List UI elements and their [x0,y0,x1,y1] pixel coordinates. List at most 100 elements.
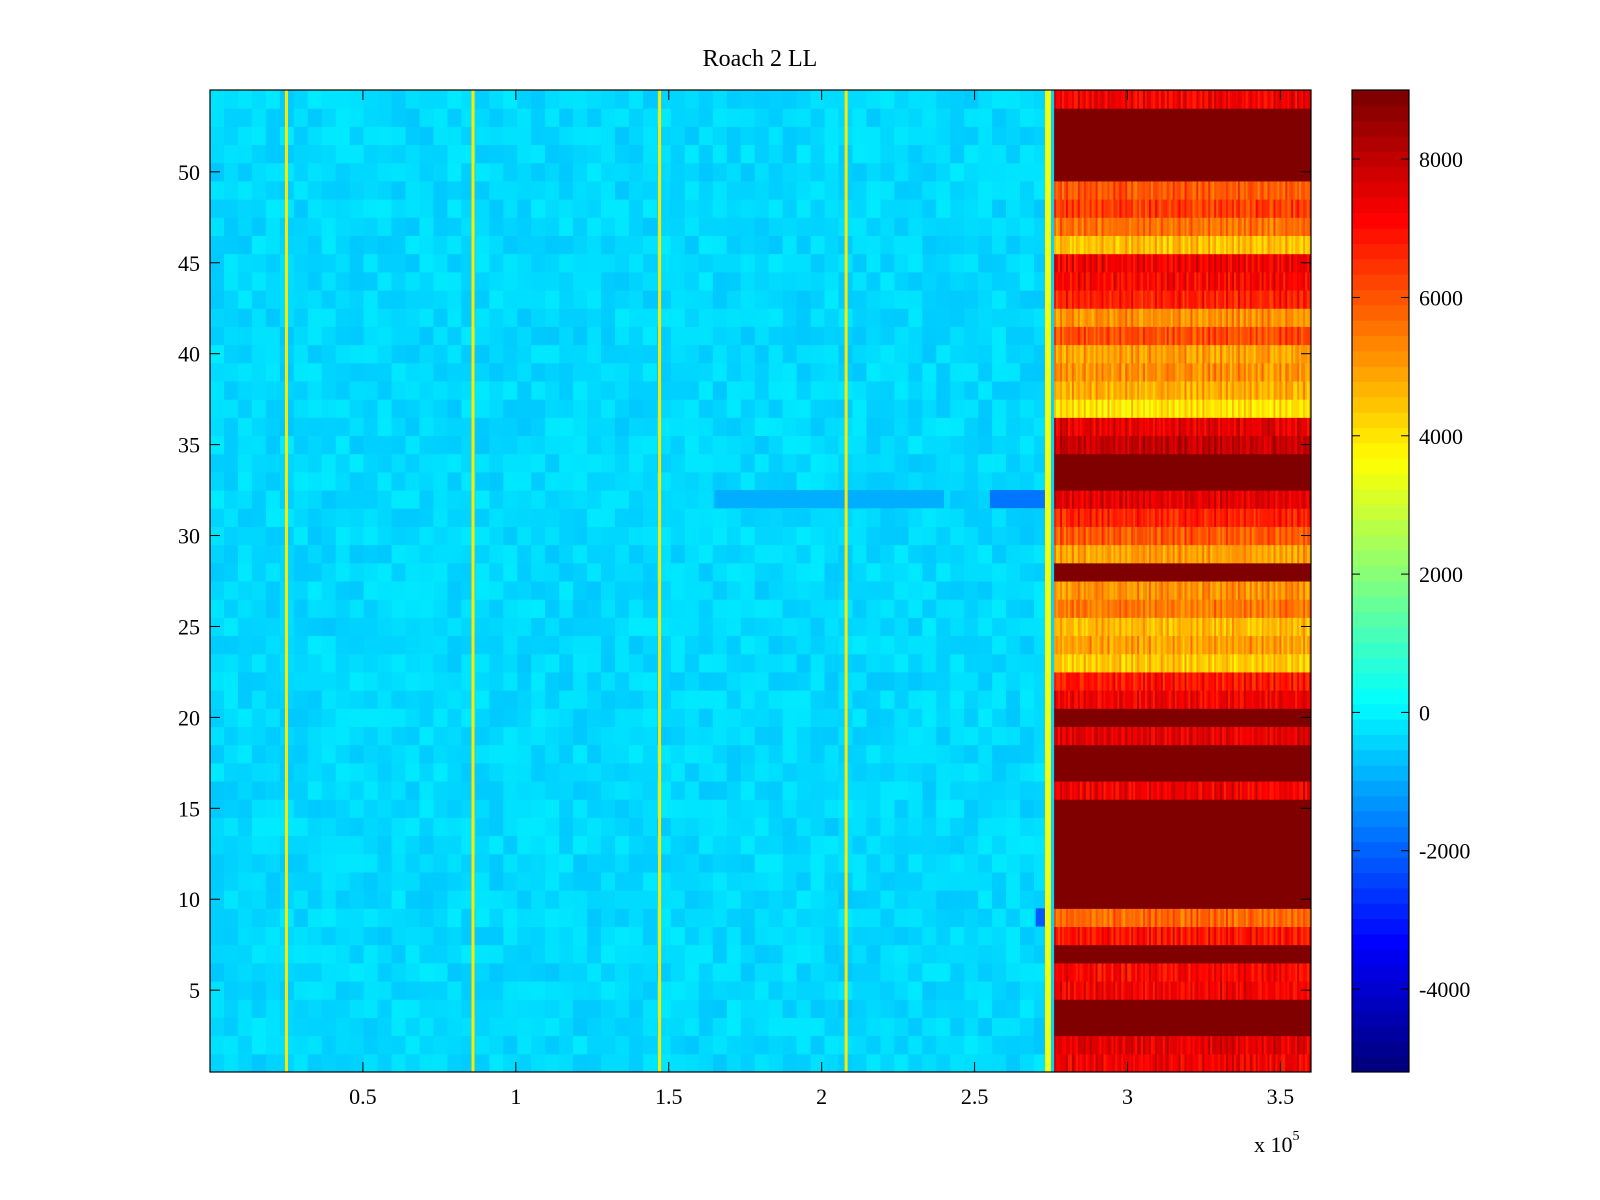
heatmap-cell [587,1017,602,1037]
heatmap-cell [1190,926,1193,946]
heatmap-cell [1091,908,1095,928]
heatmap-cell [1275,962,1278,982]
heatmap-cell [1097,944,1100,964]
heatmap-cell [1281,1053,1284,1072]
heatmap-cell [1054,835,1057,855]
heatmap-cell [321,926,337,946]
heatmap-cell [796,508,812,527]
heatmap-cell [265,762,281,782]
heatmap-cell [1303,999,1306,1018]
heatmap-cell [1168,999,1172,1018]
heatmap-cell [1307,853,1310,873]
heatmap-cell [698,853,714,873]
heatmap-cell [377,544,393,564]
heatmap-cell [964,217,979,236]
heatmap-cell [1265,962,1268,982]
heatmap-cell [1164,817,1168,837]
heatmap-cell [1174,999,1178,1018]
heatmap-cell [1129,926,1132,946]
heatmap-cell [698,162,714,182]
heatmap-cell [964,981,979,1000]
heatmap-cell [670,162,686,182]
heatmap-cell [503,708,518,727]
heatmap-cell [978,308,993,327]
heatmap-cell [1255,908,1259,928]
heatmap-cell [531,326,546,346]
heatmap-cell [1176,999,1179,1018]
heatmap-cell [642,490,658,509]
heatmap-cell [684,126,700,146]
heatmap-cell [489,199,504,218]
heatmap-cell [978,544,993,564]
heatmap-cell [628,962,644,982]
heatmap-cell [698,417,714,437]
heatmap-cell [321,835,337,855]
heatmap-cell [265,617,281,637]
heatmap-cell [964,180,979,200]
heatmap-cell [1265,944,1268,964]
heatmap-cell [978,908,993,928]
heatmap-cell [754,762,770,782]
heatmap-cell [237,708,253,727]
heatmap-cell [307,890,323,909]
heatmap-cell [531,562,546,582]
heatmap-cell [1275,871,1278,891]
heatmap-cell [922,544,937,564]
heatmap-cell [936,217,951,236]
heatmap-cell [1150,981,1154,1000]
heatmap-cell [363,199,379,218]
heatmap-cell [1067,871,1071,891]
heatmap-cell [1208,1017,1211,1037]
heatmap-cell [335,490,351,509]
heatmap-cell [1190,1017,1193,1037]
heatmap-cell [391,180,407,200]
heatmap-cell [447,653,462,673]
heatmap-cell [1034,817,1049,837]
heatmap-cell [1121,871,1124,891]
heatmap-cell [1067,835,1071,855]
heatmap-cell [1216,944,1219,964]
heatmap-cell [1184,890,1187,909]
heatmap-cell [1103,1053,1106,1072]
heatmap-cell [601,944,616,964]
heatmap-cell [489,799,504,818]
heatmap-cell [880,690,895,709]
heatmap-cell [1275,944,1278,964]
heatmap-cell [1233,981,1237,1000]
heatmap-cell [1162,944,1166,964]
heatmap-cell [922,853,937,873]
heatmap-cell [698,344,714,364]
heatmap-cell [1307,999,1310,1018]
heatmap-cell [670,871,686,891]
heatmap-cell [587,180,602,200]
heatmap-cell [349,235,365,255]
heatmap-cell [1129,1053,1132,1072]
heatmap-cell [866,908,881,928]
heatmap-cell [852,544,868,564]
heatmap-cell [1178,981,1181,1000]
heatmap-cell [866,508,881,527]
heatmap-cell [433,726,449,746]
heatmap-cell [1081,981,1085,1000]
heatmap-cell [1150,817,1154,837]
heatmap-cell [1192,999,1195,1018]
heatmap-cell [265,217,281,236]
heatmap-cell [489,508,504,527]
heatmap-cell [1235,1035,1239,1055]
heatmap-cell [824,817,840,837]
heatmap-cell [307,108,323,127]
heatmap-cell [880,762,895,782]
heatmap-cell [1056,1017,1059,1037]
heatmap-cell [1056,999,1059,1018]
heatmap-cell [1071,908,1075,928]
heatmap-cell [545,562,560,582]
heatmap-cell [992,180,1007,200]
heatmap-cell [1166,944,1170,964]
heatmap-cell [768,817,784,837]
heatmap-cell [740,253,756,273]
heatmap-cell [293,144,309,164]
heatmap-cell [684,253,700,273]
heatmap-cell [1164,1053,1168,1072]
heatmap-cell [810,581,826,600]
heatmap-cell [349,490,365,509]
